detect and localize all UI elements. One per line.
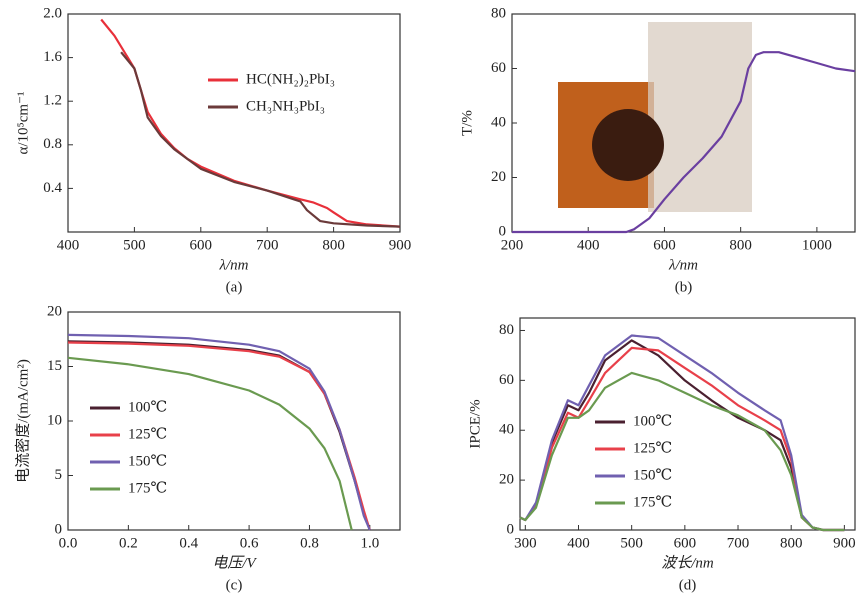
y-tick-label: 0: [55, 521, 63, 537]
series-line: [512, 51, 856, 234]
y-tick-label: 0.8: [43, 136, 62, 152]
x-tick-label: 500: [123, 237, 146, 253]
x-axis-label: 电压/V: [212, 554, 257, 571]
x-tick-label: 400: [577, 237, 600, 253]
x-tick-label: 600: [190, 237, 213, 253]
x-tick-label: 0.0: [59, 535, 78, 551]
legend-label: 150℃: [128, 453, 167, 469]
plot-frame: [519, 317, 856, 531]
y-tick-label: 80: [491, 5, 506, 21]
panel-caption: (d): [679, 577, 697, 593]
x-tick-label: 700: [727, 535, 750, 551]
y-tick-label: 40: [491, 114, 506, 130]
legend-label: 125℃: [633, 440, 672, 456]
panel-caption: (b): [675, 279, 693, 295]
legend-label: CH₃NH₃PbI₃: [246, 98, 325, 114]
y-tick-label: 0: [499, 223, 507, 239]
x-tick-label: 600: [674, 535, 697, 551]
legend-label: 150℃: [633, 467, 672, 483]
x-tick-label: 1.0: [360, 535, 379, 551]
y-axis-label: IPCE/%: [467, 399, 483, 448]
series-line: [519, 371, 845, 532]
photo-background: [648, 22, 752, 212]
legend-label: HC(NH₂)₂PbI₃: [246, 71, 335, 87]
y-tick-label: 0.4: [43, 180, 62, 196]
y-tick-label: 0: [507, 521, 515, 537]
y-tick-label: 60: [491, 60, 506, 76]
y-tick-label: 5: [55, 467, 63, 483]
y-tick-label: 40: [499, 422, 514, 438]
x-tick-label: 800: [322, 237, 345, 253]
x-tick-label: 800: [729, 237, 752, 253]
series-line: [519, 346, 845, 532]
series-line: [519, 334, 845, 532]
x-tick-label: 900: [389, 237, 412, 253]
x-axis-label: λ/nm: [668, 257, 698, 273]
x-tick-label: 400: [567, 535, 590, 551]
x-tick-label: 900: [833, 535, 856, 551]
x-tick-label: 200: [501, 237, 524, 253]
y-tick-label: 80: [499, 322, 514, 338]
x-tick-label: 500: [620, 535, 643, 551]
x-tick-label: 0.6: [240, 535, 259, 551]
legend-label: 175℃: [128, 480, 167, 496]
y-tick-label: 60: [499, 372, 514, 388]
y-tick-label: 2.0: [43, 5, 62, 21]
x-tick-label: 600: [653, 237, 676, 253]
y-axis-label: α/10⁵cm⁻¹: [15, 92, 31, 155]
panel-caption: (c): [226, 577, 243, 593]
x-tick-label: 0.8: [300, 535, 319, 551]
x-tick-label: 400: [57, 237, 80, 253]
y-tick-label: 20: [499, 472, 514, 488]
y-tick-label: 20: [47, 303, 62, 319]
series-line: [100, 18, 401, 228]
series-line: [67, 333, 371, 531]
plot-frame: [67, 13, 401, 233]
legend-label: 100℃: [633, 413, 672, 429]
x-tick-label: 300: [514, 535, 537, 551]
y-tick-label: 1.2: [43, 93, 62, 109]
legend-label: 175℃: [633, 494, 672, 510]
y-axis-label: T/%: [459, 110, 475, 136]
x-tick-label: 1000: [802, 237, 832, 253]
photo-inset: [558, 22, 752, 212]
panel-caption: (a): [226, 279, 243, 295]
y-tick-label: 1.6: [43, 49, 62, 65]
plot-frame: [67, 311, 401, 531]
x-axis-label: λ/nm: [219, 257, 249, 273]
y-axis-label: 电流密度/(mA/cm²): [14, 359, 31, 483]
y-tick-label: 20: [491, 169, 506, 185]
y-tick-label: 15: [47, 358, 62, 374]
x-axis-label: 波长/nm: [661, 554, 714, 571]
sample-disc: [592, 109, 664, 181]
x-tick-label: 700: [256, 237, 279, 253]
series-line: [67, 356, 353, 531]
legend-label: 100℃: [128, 399, 167, 415]
series-line: [120, 51, 401, 228]
legend-label: 125℃: [128, 426, 167, 442]
series-line: [519, 339, 845, 532]
x-tick-label: 0.4: [179, 535, 198, 551]
x-tick-label: 800: [780, 535, 803, 551]
y-tick-label: 10: [47, 412, 62, 428]
x-tick-label: 0.2: [119, 535, 138, 551]
